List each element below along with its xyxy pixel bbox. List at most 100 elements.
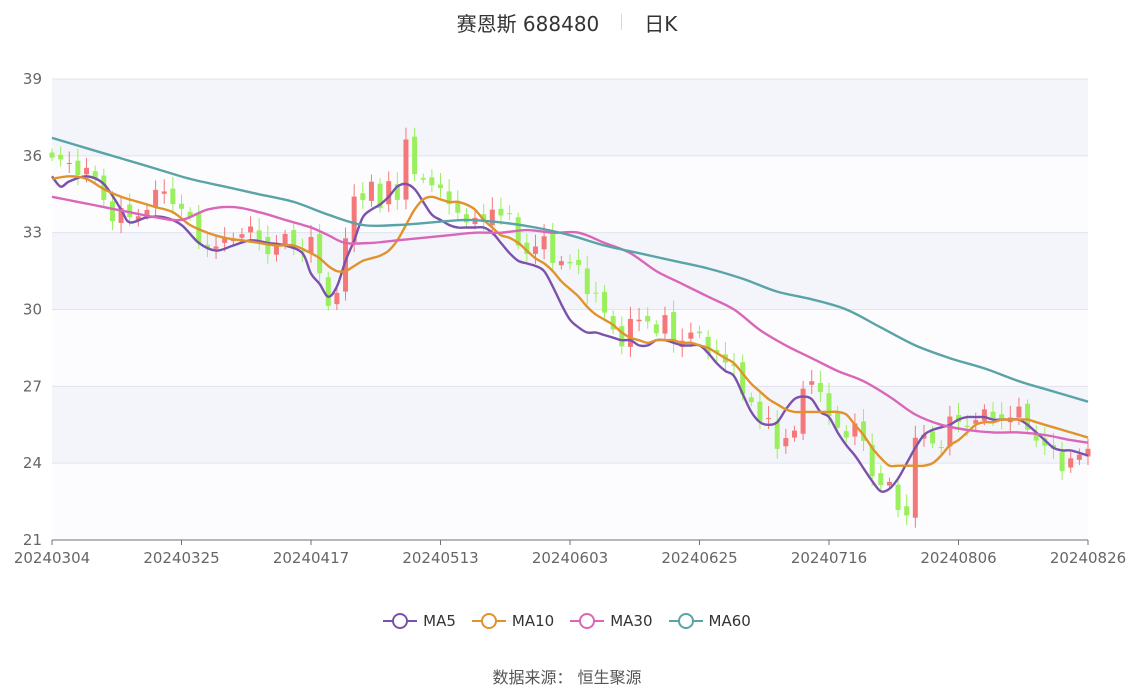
ma30-legend-icon [570,613,605,629]
series-ma5-line [51,175,1089,493]
candle-body [999,414,1005,420]
candle-body [368,181,374,201]
candlestick [584,256,590,305]
candle-body [653,324,659,334]
candlestick [170,176,176,214]
candle-body [688,332,694,339]
candle-body [463,214,469,223]
y-tick-label: 36 [23,147,42,165]
candle-body [1068,458,1074,468]
ma60-legend-icon [668,613,703,629]
candle-body [904,506,910,516]
candle-body [1025,403,1031,430]
candle-body [550,232,556,263]
candle-body [325,277,331,306]
x-tick-label: 20240716 [791,549,867,567]
candle-body [619,326,625,347]
candle-body [282,233,288,246]
x-tick-label: 20240513 [402,549,478,567]
candlestick [697,325,702,339]
candlestick [973,412,979,430]
candle-body [981,409,987,421]
candlestick [878,464,884,493]
legend-label-ma5: MA5 [423,612,456,630]
candlestick [420,173,426,184]
legend: MA5 MA10 MA30 MA60 [0,612,1134,630]
candle-body [869,444,875,477]
data-source: 数据来源： 恒生聚源 [492,668,642,687]
candlestick [308,224,314,263]
candlestick [791,425,797,442]
candle-body [697,331,702,334]
candlestick [671,300,677,353]
candle-body [610,316,616,330]
y-axis: 39 36 33 30 27 24 21 [23,70,42,549]
period-label[interactable]: 日K [644,11,678,36]
moving-average-lines [51,136,1089,493]
candle-body [662,315,668,334]
candle-body [964,425,970,428]
series-ma60-line [51,136,1089,403]
candle-body [170,188,176,204]
candle-body [455,200,461,213]
candle-body [930,431,936,444]
candlestick [412,127,418,182]
series-ma10-line [51,175,1089,468]
candlestick [455,190,461,222]
candle-body [481,214,487,222]
legend-item-ma60[interactable]: MA60 [668,612,751,630]
candlestick [869,433,875,486]
candlestick [386,171,392,213]
candlestick [567,254,573,270]
candlestick [92,165,98,185]
x-tick-label: 20240417 [273,549,349,567]
candle-body [317,233,323,274]
x-tick-label: 20240625 [661,549,737,567]
candle-body [645,315,651,322]
candlestick [498,197,504,225]
candlestick [58,146,64,167]
candlestick [248,216,254,241]
candlestick [377,178,383,213]
candle-body [602,291,608,313]
candle-body [852,423,858,437]
candle-body [239,234,245,238]
candlestick [256,218,262,251]
candle-body [92,171,98,180]
candle-body [360,193,366,200]
candlestick [394,172,400,210]
candle-body [403,139,409,200]
candle-body [256,230,262,241]
legend-item-ma5[interactable]: MA5 [383,612,456,630]
candlestick [463,208,469,228]
candlestick [1085,438,1091,465]
candlestick [645,307,651,329]
legend-item-ma10[interactable]: MA10 [471,612,554,630]
series-ma30-line [51,195,1089,444]
candle-body [740,362,746,395]
y-tick-label: 39 [23,70,42,88]
candle-body [343,238,349,292]
candle-body [248,226,254,233]
candlestick [317,224,323,282]
x-tick-label: 20240806 [920,549,996,567]
ma5-legend-icon [383,613,418,629]
candle-body [394,184,400,200]
candle-body [593,292,599,294]
candle-body [84,167,90,175]
candlestick [368,174,374,208]
candle-body [179,203,184,209]
candle-body [567,261,573,264]
candle-body [127,204,133,218]
candle-body [878,473,884,486]
candlestick [273,234,279,262]
legend-item-ma30[interactable]: MA30 [570,612,653,630]
legend-label-ma60: MA60 [708,612,751,630]
candlestick [904,494,910,526]
candlestick [1025,399,1031,434]
candlestick [662,306,668,341]
candlestick [602,284,608,319]
candle-body [161,191,167,194]
grid-band [52,155,1088,233]
candlestick [817,370,823,403]
